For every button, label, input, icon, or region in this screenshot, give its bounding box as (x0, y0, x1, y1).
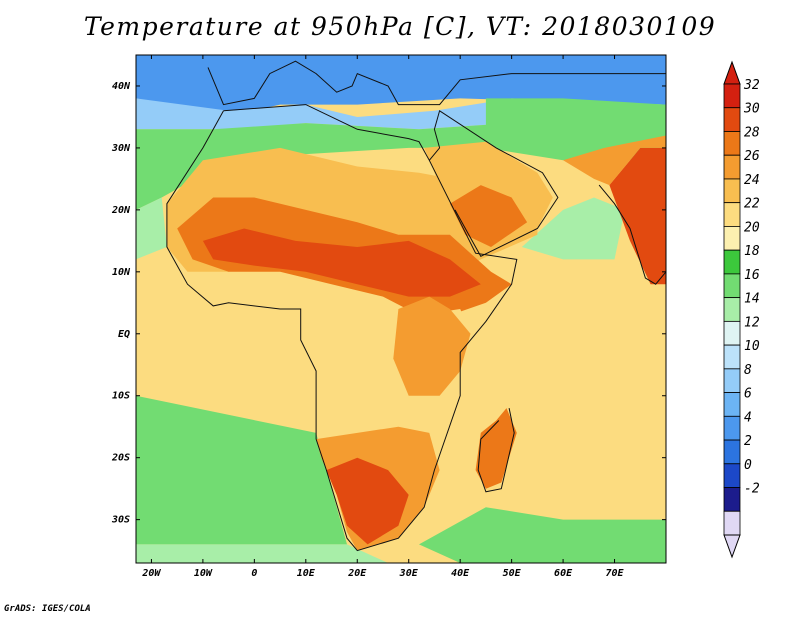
europe-coastline (207, 60, 666, 106)
lon-label: 20E (347, 568, 367, 579)
colorbar-swatch (723, 226, 741, 251)
region-arabia-hot (449, 185, 528, 247)
colorbar-swatch (723, 487, 741, 512)
colorbar-swatch (723, 154, 741, 180)
colorbar-swatch (723, 463, 741, 488)
lat-label: 10N (112, 267, 131, 278)
region-east-africa-hot (393, 296, 471, 396)
lat-label: 40N (112, 81, 131, 92)
colorbar-label: 6 (744, 387, 752, 402)
colorbar-swatch (723, 344, 741, 370)
colorbar-top-arrow (723, 60, 741, 85)
axes: 40N 30N 20N 10N EQ 10S 20S 30S 20W 10W 0 10E 20E 30E 4… (111, 55, 666, 579)
arabia-coastline (428, 110, 559, 257)
colorbar-label: 14 (744, 292, 760, 307)
colorbar-swatch (723, 83, 741, 109)
region-south-pale (136, 544, 389, 563)
region-atlantic-yellow (136, 247, 317, 433)
colorbar-label: 28 (744, 125, 760, 140)
grads-credit: GrADS: IGES/COLA (4, 604, 91, 614)
colorbar-swatch (723, 415, 741, 441)
region-south-atlantic-green (136, 395, 347, 545)
colorbar-swatch (723, 392, 741, 417)
colorbar-swatch (723, 202, 741, 227)
lon-label: 10W (194, 568, 213, 579)
lat-label: 10S (112, 391, 130, 402)
colorbar-label: 4 (744, 410, 752, 425)
country-borders (166, 60, 666, 552)
lon-label: 60E (554, 568, 573, 579)
colorbar-swatch (723, 297, 741, 322)
lon-label: 0 (251, 568, 257, 579)
lon-label: 20W (141, 568, 161, 579)
lon-label: 30E (399, 568, 419, 579)
lon-label: 50E (503, 568, 522, 579)
colorbar-swatch (723, 178, 741, 204)
colorbar-label: 12 (744, 315, 760, 330)
region-arabian-sea (521, 197, 625, 260)
colorbar-swatch (723, 320, 741, 346)
region-sahel-core (202, 228, 481, 297)
colorbar-label: -2 (744, 482, 760, 497)
colorbar-label: 18 (744, 244, 760, 259)
africa-coastline (166, 104, 518, 552)
colorbar-label: 32 (743, 78, 760, 93)
lat-label: 30N (111, 143, 131, 154)
lat-label: 20N (111, 205, 131, 216)
region-india-hot (609, 147, 666, 285)
colorbar-swatch (723, 439, 741, 465)
lat-label: 20S (111, 453, 130, 464)
colorbar-swatch (723, 510, 741, 536)
region-madagascar (475, 408, 517, 489)
chart-title: Temperature at 950hPa [C], VT: 201803010… (83, 12, 717, 41)
colorbar-swatch (723, 273, 741, 299)
colorbar-label: 20 (744, 220, 760, 235)
colorbar-label: 0 (744, 458, 752, 473)
colorbar-swatch (723, 131, 741, 156)
region-north-atlantic-green (136, 197, 167, 260)
colorbar-label: 2 (744, 434, 752, 449)
colorbar-swatch (723, 249, 741, 275)
colorbar-label: 16 (744, 268, 760, 283)
colorbar-swatch (723, 368, 741, 393)
region-india-warm (563, 135, 666, 186)
colorbar-label: 10 (744, 339, 760, 354)
colorbar-label: 30 (743, 102, 760, 117)
region-southern-africa-hot (326, 457, 409, 545)
lat-label: 30S (111, 515, 130, 526)
colorbar-swatch (723, 107, 741, 132)
india-coastline (598, 147, 666, 285)
colorbar-label: 26 (744, 149, 760, 164)
colorbar-label: 24 (744, 173, 760, 188)
colorbar-bottom-arrow (723, 534, 741, 559)
madagascar-coastline (477, 407, 515, 493)
lon-label: 10E (297, 568, 316, 579)
region-indian-south-green (419, 507, 666, 563)
colorbar-label: 22 (744, 197, 760, 212)
region-north-ocean-cold (136, 55, 666, 117)
lon-label: 40E (451, 568, 470, 579)
region-persia-green (485, 98, 666, 148)
lat-label: EQ (118, 329, 130, 340)
plot-frame (135, 54, 667, 564)
lon-label: 70E (606, 568, 625, 579)
temperature-field (136, 55, 666, 563)
colorbar-label: 8 (744, 363, 752, 378)
